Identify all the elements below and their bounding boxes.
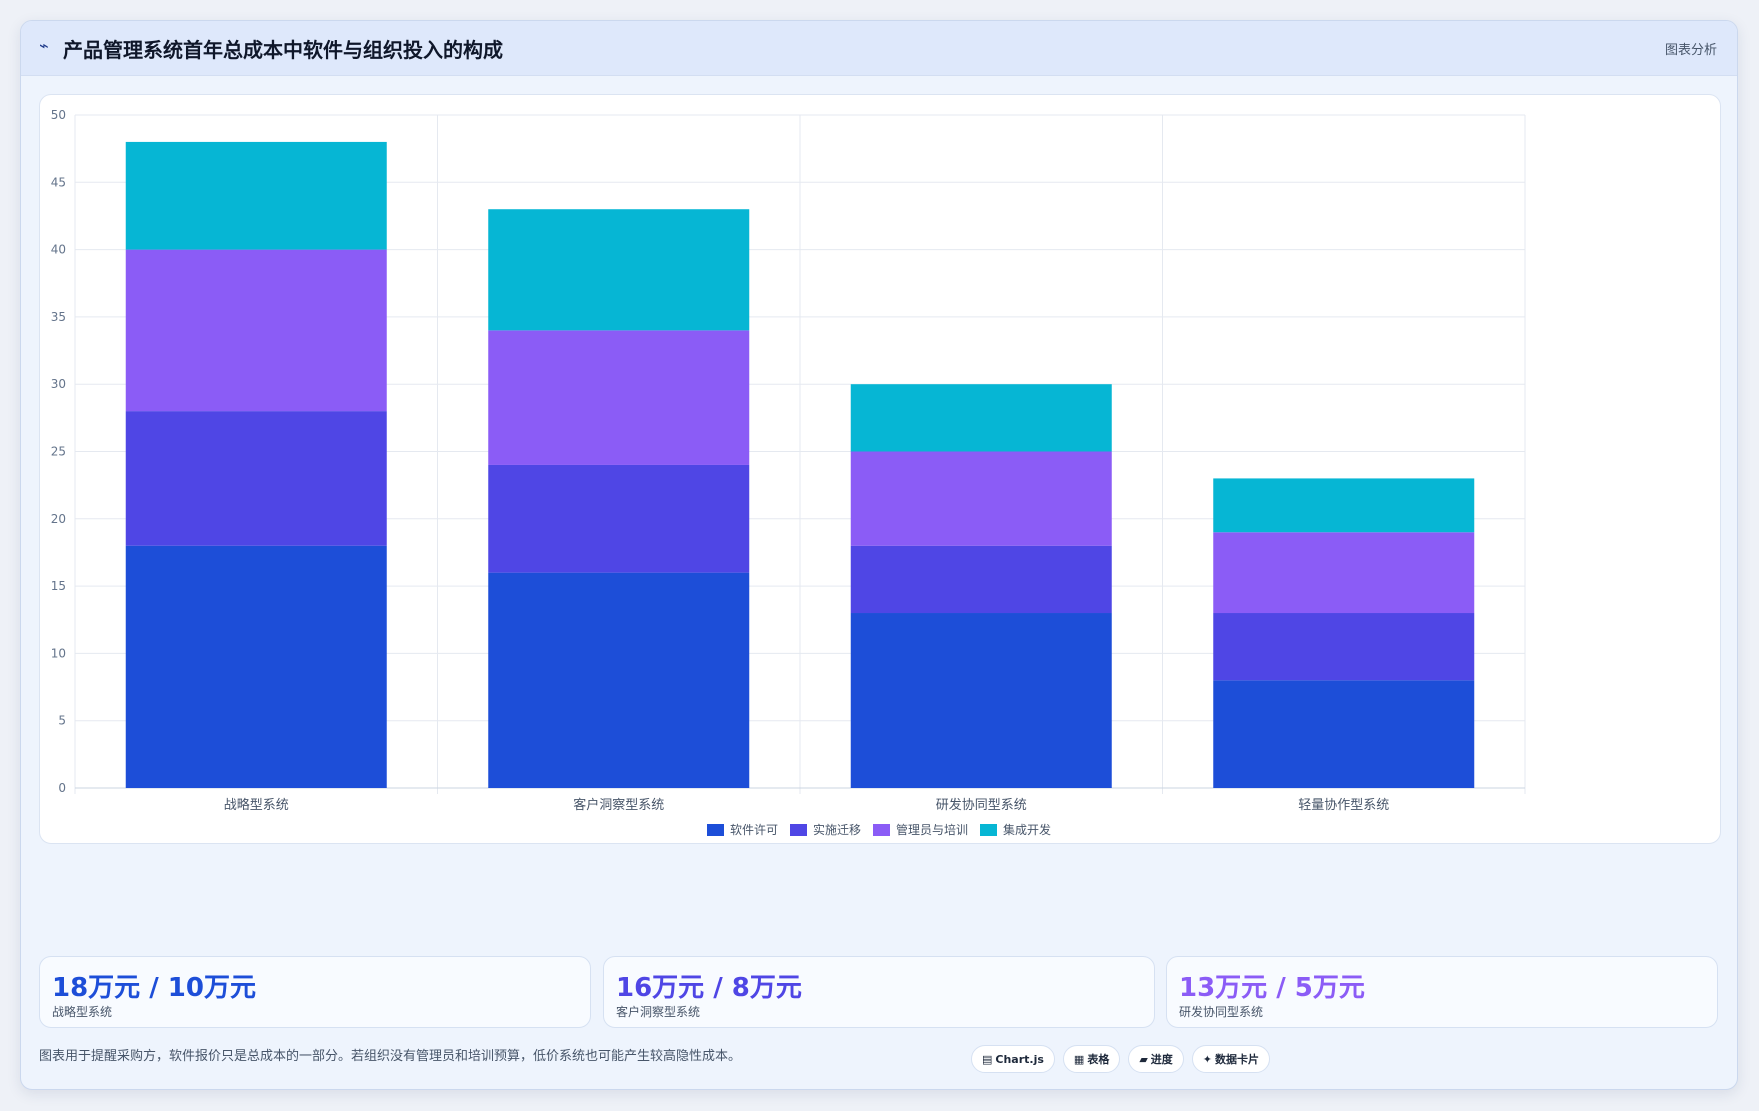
y-tick-label: 30 — [51, 377, 66, 391]
x-tick-label: 战略型系统 — [224, 797, 289, 813]
bar-segment — [1213, 532, 1475, 614]
bar-segment — [1213, 478, 1475, 533]
legend-label: 软件许可 — [729, 823, 778, 837]
stat-value: 18万元 / 10万元 — [52, 973, 256, 1003]
legend-label: 管理员与培训 — [896, 823, 969, 837]
table-icon: ▦ — [1073, 1052, 1085, 1066]
y-tick-label: 15 — [51, 579, 66, 593]
chart-panel: 0 5 10 15 20 25 30 35 40 45 50 战略型系统 客户洞察型系统 研发协同型系统 轻… — [39, 94, 1721, 844]
chip-progress[interactable]: ▰ 进度 — [1128, 1045, 1184, 1073]
chip-label: 数据卡片 — [1215, 1053, 1260, 1066]
bar-segment — [488, 572, 750, 788]
legend-item[interactable]: 软件许可 — [706, 821, 778, 838]
stat-value: 13万元 / 5万元 — [1179, 973, 1365, 1003]
progress-icon: ▰ — [1139, 1052, 1148, 1066]
wave-icon: ⌁ — [39, 36, 49, 55]
bar-segment — [488, 330, 750, 465]
legend-swatch — [789, 823, 807, 836]
chip-label: 表格 — [1087, 1053, 1110, 1066]
bar-segment — [488, 464, 750, 573]
stat-card-strategic: 18万元 / 10万元 战略型系统 — [39, 956, 591, 1028]
legend-item[interactable]: 管理员与培训 — [873, 821, 968, 838]
y-tick-label: 20 — [51, 512, 66, 526]
y-tick-label: 10 — [51, 646, 66, 660]
bar-segment — [850, 545, 1112, 614]
chip-table[interactable]: ▦ 表格 — [1062, 1045, 1121, 1073]
legend-label: 实施迁移 — [812, 823, 861, 837]
footnote: 图表用于提醒采购方，软件报价只是总成本的一部分。若组织没有管理员和培训预算，低价… — [39, 1049, 742, 1064]
chip-label: 进度 — [1150, 1053, 1173, 1066]
x-tick-label: 客户洞察型系统 — [573, 797, 664, 813]
stacked-bar-chart: 0 5 10 15 20 25 30 35 40 45 50 战略型系统 客户洞察型系统 研发协同型系统 轻… — [51, 108, 1526, 813]
chart-icon: ▤ — [982, 1052, 993, 1066]
card-icon: ✦ — [1202, 1052, 1213, 1066]
legend-swatch — [706, 823, 724, 836]
legend-item[interactable]: 实施迁移 — [789, 821, 861, 838]
bar-segment — [850, 384, 1112, 452]
stat-label: 战略型系统 — [52, 1005, 113, 1019]
analysis-label: 图表分析 — [1664, 43, 1717, 58]
legend-item[interactable]: 集成开发 — [980, 821, 1051, 838]
chip-label: Chart.js — [995, 1052, 1044, 1066]
stat-label: 研发协同型系统 — [1179, 1005, 1264, 1019]
chart-card: ⌁ 产品管理系统首年总成本中软件与组织投入的构成 图表分析 0 5 10 15 20 25… — [20, 20, 1738, 1090]
bar-segment — [125, 545, 387, 788]
bar-segment — [850, 451, 1112, 546]
chip-data-card[interactable]: ✦ 数据卡片 — [1191, 1045, 1271, 1073]
chart-legend: 软件许可 实施迁移 管理员与培训 集成开发 — [21, 821, 1737, 838]
x-tick-label: 研发协同型系统 — [936, 797, 1027, 813]
stat-label: 客户洞察型系统 — [616, 1005, 701, 1019]
stat-card-rd-collab: 13万元 / 5万元 研发协同型系统 — [1166, 956, 1718, 1028]
chip-chartjs[interactable]: ▤ Chart.js — [971, 1045, 1055, 1073]
y-tick-label: 50 — [51, 108, 66, 122]
bar-segment — [125, 411, 387, 546]
x-tick-label: 轻量协作型系统 — [1298, 798, 1389, 813]
stat-card-customer-insight: 16万元 / 8万元 客户洞察型系统 — [603, 956, 1155, 1028]
feature-chips: ▤ Chart.js ▦ 表格 ▰ 进度 ✦ 数据卡片 — [971, 1045, 1271, 1073]
legend-swatch — [873, 823, 890, 836]
bar-segment — [125, 249, 387, 412]
legend-label: 集成开发 — [1003, 823, 1052, 837]
y-tick-label: 0 — [58, 781, 66, 795]
page-title: 产品管理系统首年总成本中软件与组织投入的构成 — [63, 38, 503, 62]
legend-swatch — [980, 823, 998, 836]
bar-segment — [488, 209, 750, 331]
stat-value: 16万元 / 8万元 — [616, 973, 802, 1003]
y-tick-label: 45 — [51, 175, 66, 189]
card-header: ⌁ 产品管理系统首年总成本中软件与组织投入的构成 图表分析 — [21, 21, 1737, 76]
y-tick-label: 35 — [51, 310, 66, 324]
bar-segment — [1213, 613, 1475, 681]
y-tick-label: 40 — [51, 243, 66, 257]
y-tick-label: 5 — [58, 714, 66, 728]
y-tick-label: 25 — [51, 445, 66, 459]
bar-segment — [850, 613, 1112, 788]
bar-segment — [1213, 680, 1475, 788]
bar-segment — [125, 141, 387, 250]
